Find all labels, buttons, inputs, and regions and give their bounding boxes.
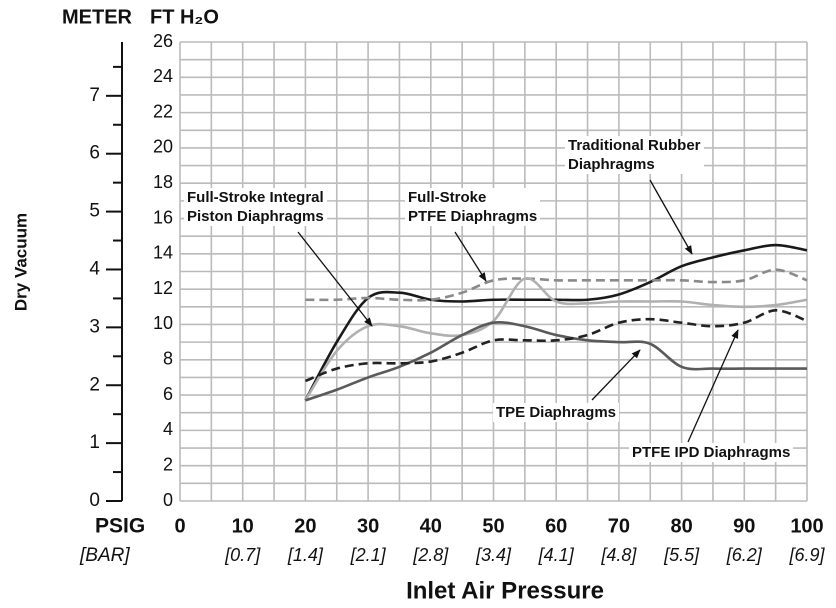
y-tick-label: 4 (163, 419, 173, 439)
meter-label: METER (62, 6, 133, 28)
y-tick-label: 6 (163, 384, 173, 404)
annotation: Full-Stroke Integral Piston Diaphragms (184, 188, 327, 226)
annotation: Traditional Rubber Diaphragms (565, 136, 704, 174)
y2-tick-label: 3 (89, 316, 100, 337)
y-tick-label: 22 (153, 101, 173, 121)
x-tick-label: 0 (174, 515, 185, 537)
y-tick-label: 26 (153, 31, 173, 51)
x-secondary-label: [1.4] (287, 545, 324, 565)
ft-label: FT H₂O (150, 6, 219, 28)
arrow (649, 179, 693, 255)
series-line (304, 277, 808, 402)
x-tick-label: 40 (420, 515, 442, 537)
x-tick-label: 70 (608, 515, 630, 537)
annotation: TPE Diaphragms (493, 403, 620, 422)
y-tick-label: 20 (153, 137, 173, 157)
y-tick-label: 2 (163, 454, 173, 474)
x-tick-label: 10 (232, 515, 254, 537)
x-tick-label: 90 (733, 515, 755, 537)
arrow (591, 349, 641, 401)
x-secondary-label: [4.8] (600, 545, 637, 565)
x-secondary-label: [2.8] (412, 545, 449, 565)
series-line (304, 309, 808, 383)
y2-tick-label: 1 (89, 432, 100, 453)
x-tick-label: 60 (545, 515, 567, 537)
y-tick-label: 12 (153, 278, 173, 298)
y-axis-label: Dry Vacuum (11, 213, 30, 311)
x-secondary-label: [5.5] (663, 545, 700, 565)
series-line (304, 321, 807, 402)
annotation: Full-Stroke PTFE Diaphragms (405, 188, 541, 226)
arrow (297, 231, 373, 327)
y-tick-label: 14 (153, 243, 173, 263)
y-tick-label: 24 (153, 66, 173, 86)
x-secondary-label: [4.1] (538, 545, 575, 565)
y2-tick-label: 7 (89, 85, 100, 106)
series-line (305, 268, 808, 302)
y-tick-label: 18 (153, 172, 173, 192)
x-tick-label: 100 (790, 515, 823, 537)
y2-tick-label: 4 (89, 258, 100, 279)
bar-label: [BAR] (79, 545, 130, 566)
arrow (687, 329, 739, 443)
psig-label: PSIG (95, 515, 145, 538)
x-secondary-label: [6.2] (726, 545, 763, 565)
x-tick-label: 50 (482, 515, 504, 537)
x-secondary-label: [3.4] (475, 545, 512, 565)
x-tick-label: 20 (294, 515, 316, 537)
x-tick-label: 30 (357, 515, 379, 537)
y-tick-label: 8 (163, 349, 173, 369)
y2-tick-label: 6 (89, 143, 100, 164)
y2-tick-label: 5 (89, 201, 100, 222)
annotation: PTFE IPD Diaphragms (629, 443, 794, 462)
arrow (454, 231, 487, 282)
x-axis-label: Inlet Air Pressure (406, 577, 604, 604)
y2-tick-label: 0 (89, 490, 100, 511)
y2-tick-label: 2 (89, 374, 100, 395)
y-tick-label: 0 (163, 490, 173, 510)
x-secondary-label: [6.9] (788, 545, 825, 565)
x-secondary-label: [0.7] (224, 545, 261, 565)
x-secondary-label: [2.1] (350, 545, 387, 565)
series-line (304, 243, 808, 401)
y-tick-label: 10 (153, 313, 173, 333)
y-tick-label: 16 (153, 207, 173, 227)
x-tick-label: 80 (670, 515, 692, 537)
